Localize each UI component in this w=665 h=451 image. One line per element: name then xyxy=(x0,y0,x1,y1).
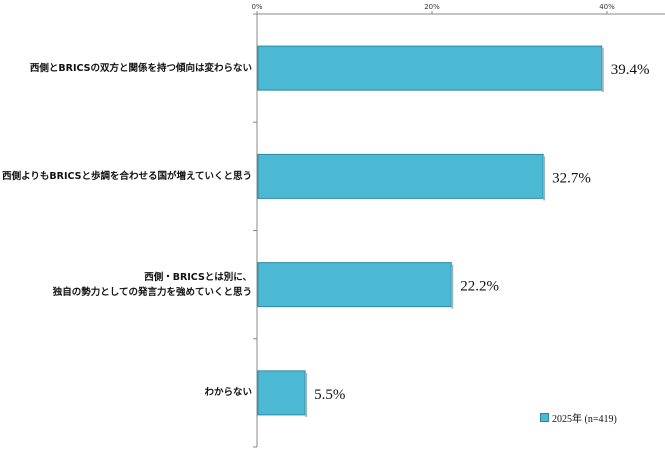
data-label: 5.5% xyxy=(314,387,345,403)
data-label: 22.2% xyxy=(460,279,499,295)
bar xyxy=(257,370,306,416)
bar-shadow xyxy=(543,156,546,201)
bar-shadow xyxy=(601,48,604,93)
bar-shadow xyxy=(451,264,454,309)
x-tick-label: 0% xyxy=(251,3,262,11)
category-label: 西側・BRICSとは別に、 独自の勢力としての発言力を強めていくと思う xyxy=(52,271,252,298)
legend-label: 2025年 (n=419) xyxy=(552,414,617,425)
data-label: 32.7% xyxy=(552,170,591,186)
x-tick-label: 20% xyxy=(424,3,440,11)
x-tick-label: 40% xyxy=(599,3,615,11)
legend: 2025年 (n=419) xyxy=(540,410,617,425)
category-label: わからない xyxy=(204,387,252,399)
category-label: 西側よりもBRICSと歩調を合わせる国が増えていくと思う xyxy=(2,170,252,182)
bar xyxy=(257,262,452,308)
legend-swatch xyxy=(540,413,549,422)
bar-shadow xyxy=(305,372,308,417)
data-label: 39.4% xyxy=(611,62,650,78)
bar xyxy=(257,153,544,199)
bar xyxy=(257,45,603,91)
category-label: 西側とBRICSの双方と関係を持つ傾向は変わらない xyxy=(29,62,252,74)
